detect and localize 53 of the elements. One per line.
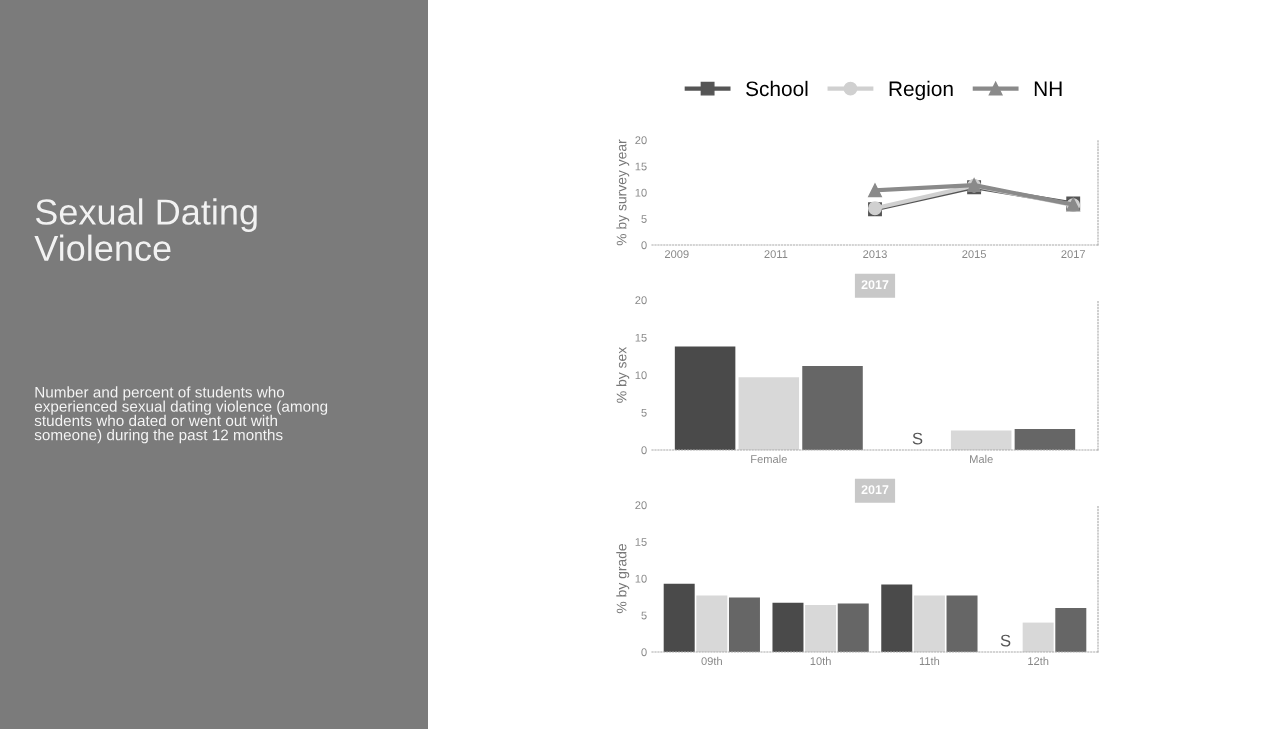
bar	[728, 597, 760, 652]
y-axis-title: % by sex	[616, 346, 630, 403]
y-tick-label: 10	[635, 574, 647, 583]
annotation: S	[1000, 634, 1011, 647]
legend-label: Region	[889, 80, 953, 101]
bar	[805, 604, 837, 652]
bar	[1022, 622, 1054, 652]
x-tick-label: 12th	[1028, 656, 1049, 665]
y-tick-label: 15	[635, 538, 647, 546]
x-tick-label: 10th	[810, 656, 831, 666]
annotation: S	[912, 432, 923, 445]
bar	[913, 595, 945, 652]
y-tick-label: 20	[635, 136, 647, 145]
bar	[881, 584, 913, 652]
x-tick-label: Female	[751, 454, 787, 464]
bar	[946, 595, 978, 652]
bar	[696, 595, 728, 652]
x-tick-label: 2011	[764, 250, 788, 259]
y-tick-label: 15	[635, 162, 647, 171]
point	[868, 183, 882, 198]
x-tick-label: 2015	[962, 250, 987, 259]
bar	[1055, 607, 1087, 652]
text: Sexual Dating Violence	[34, 198, 257, 262]
y-tick-label: 20	[635, 501, 647, 510]
bar	[772, 602, 804, 652]
bar	[837, 603, 869, 652]
x-tick-label: 09th	[701, 656, 722, 666]
y-tick-label: 0	[641, 241, 647, 250]
x-tick-label: 2013	[863, 250, 887, 259]
y-tick-label: 5	[641, 408, 647, 417]
y-tick-label: 0	[641, 648, 647, 657]
y-axis-title: % by survey year	[616, 139, 630, 246]
bar	[674, 346, 736, 450]
bar	[738, 377, 800, 450]
y-tick-label: 10	[635, 371, 647, 380]
x-tick-label: Male	[970, 454, 993, 464]
bar	[802, 366, 863, 450]
text: Number and percent of students who experienced sexual dating violence (among students who dated or went out with someone) during the past 12 months	[34, 386, 328, 444]
bar	[663, 583, 695, 652]
bar	[1014, 429, 1076, 450]
legend-label: NH	[1034, 81, 1062, 96]
x-tick-label: 11th	[919, 656, 940, 665]
y-tick-label: 10	[635, 188, 647, 197]
y-tick-label: 5	[641, 215, 647, 223]
y-tick-label: 5	[641, 611, 647, 620]
y-tick-label: 20	[635, 296, 647, 305]
y-tick-label: 0	[641, 446, 647, 455]
x-tick-label: 2017	[1061, 250, 1086, 259]
legend-label: School	[746, 80, 808, 97]
x-tick-label: 2009	[664, 250, 689, 259]
y-axis-title: % by grade	[616, 543, 630, 614]
y-tick-label: 15	[635, 333, 647, 342]
bar	[950, 430, 1012, 450]
